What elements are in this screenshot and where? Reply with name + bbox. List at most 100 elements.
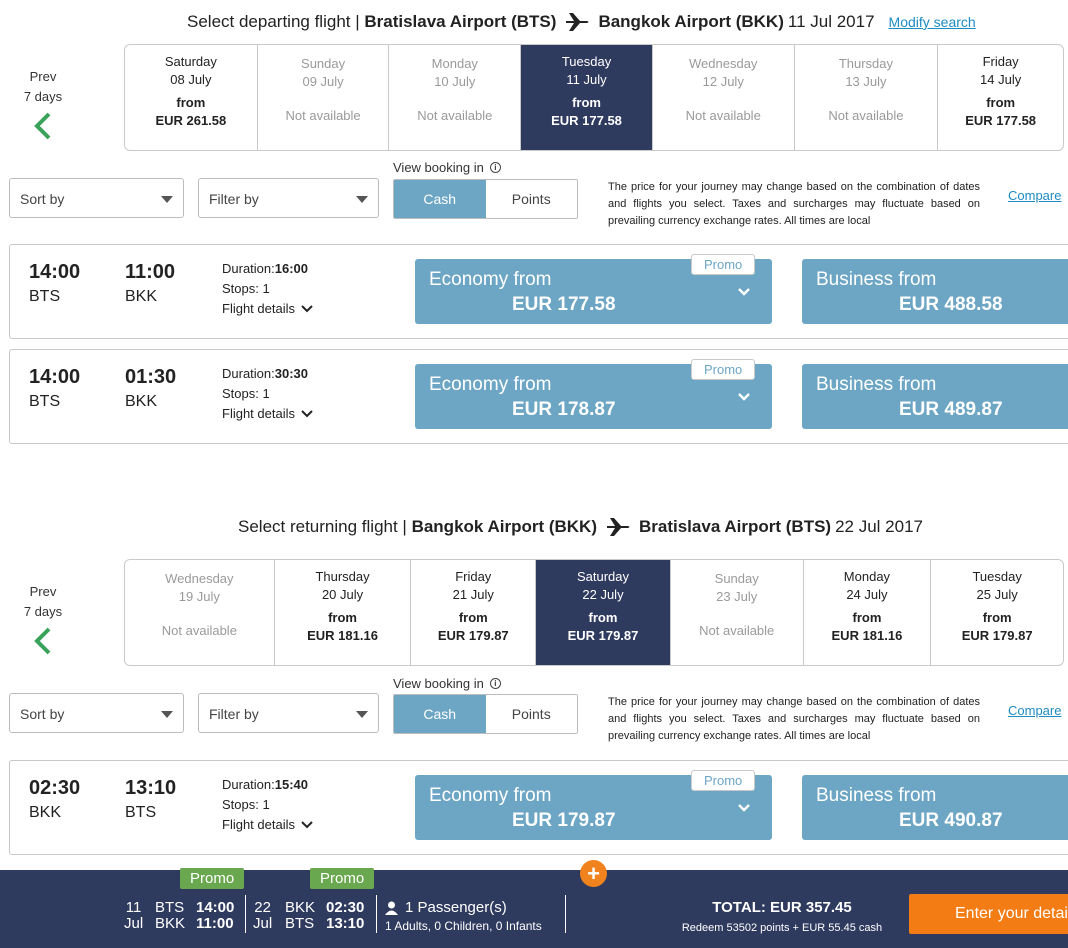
sort-by-select[interactable]: Sort by <box>9 693 184 733</box>
filter-by-select[interactable]: Filter by <box>198 178 379 218</box>
business-fare-button[interactable]: Business from EUR 490.87 <box>802 775 1068 840</box>
filter-by-label: Filter by <box>209 706 259 722</box>
duration-value: 16:00 <box>274 261 308 276</box>
weekday: Wednesday <box>689 56 758 71</box>
date-option[interactable]: Tuesday 25 July from EUR 179.87 <box>931 560 1063 665</box>
passenger-detail: 1 Adults, 0 Children, 0 Infants <box>385 919 542 933</box>
origin-airport: Bangkok Airport (BKK) <box>411 517 597 536</box>
flight-row: 14:00 BTS 01:30 BKK Duration:30:30 Stops: 1 Fl… <box>9 349 1068 444</box>
price-note: The price for your journey may change ba… <box>608 696 980 742</box>
flight-details-toggle[interactable]: Flight details <box>222 299 313 319</box>
sort-by-label: Sort by <box>20 191 65 207</box>
flight-details-toggle[interactable]: Flight details <box>222 404 313 424</box>
filter-by-select[interactable]: Filter by <box>198 693 379 733</box>
flight-details-label: Flight details <box>222 406 295 421</box>
redeem-info: Redeem 53502 points + EUR 55.45 cash <box>681 922 883 934</box>
business-label: Business from <box>816 374 937 395</box>
outbound-to: BKK <box>155 915 186 932</box>
date: 25 July <box>976 587 1018 602</box>
divider <box>245 895 246 933</box>
economy-fare-button[interactable]: Economy from EUR 178.87 Promo <box>415 359 772 429</box>
sort-by-select[interactable]: Sort by <box>9 178 184 218</box>
enter-details-button[interactable]: Enter your details <box>909 894 1068 934</box>
cash-option[interactable]: Cash <box>394 695 486 733</box>
date-option[interactable]: Tuesday 11 July from EUR 177.58 <box>521 45 653 150</box>
arrival-time: 01:30 <box>125 366 177 388</box>
duration: Duration:16:00 <box>222 259 313 279</box>
duration-label: Duration: <box>222 366 275 381</box>
date-price: EUR 181.16 <box>831 628 903 643</box>
return-route: BKK BTS <box>285 900 315 932</box>
business-fare-button[interactable]: Business from EUR 488.58 <box>802 259 1068 324</box>
outbound-from: BTS <box>155 899 185 916</box>
prev-7-days-button[interactable]: Prev 7 days <box>8 67 78 141</box>
from-label: from <box>458 610 488 625</box>
returning-title: Select returning flight | Bangkok Airpor… <box>238 517 923 537</box>
date-option[interactable]: Monday 24 July from EUR 181.16 <box>804 560 932 665</box>
date-price: EUR 261.58 <box>155 113 227 128</box>
economy-price: EUR 177.58 <box>512 294 616 315</box>
date-option[interactable]: Saturday 22 July from EUR 179.87 <box>536 560 671 665</box>
compare-link[interactable]: Compare <box>1008 703 1062 718</box>
return-month: Jul <box>253 915 273 932</box>
date-option: Monday 10 July Not available <box>389 45 522 150</box>
destination-airport: Bratislava Airport (BTS) <box>639 517 832 536</box>
modify-search-link[interactable]: Modify search <box>888 14 976 30</box>
plus-icon[interactable]: + <box>580 860 607 887</box>
points-option[interactable]: Points <box>485 180 577 218</box>
date-option: Sunday 23 July Not available <box>671 560 804 665</box>
business-fare-button[interactable]: Business from EUR 489.87 <box>802 364 1068 429</box>
not-available-label: Not available <box>417 108 493 123</box>
weekday: Friday <box>455 569 492 584</box>
flight-details-toggle[interactable]: Flight details <box>222 815 313 835</box>
date: 09 July <box>302 74 344 89</box>
from-label: from <box>176 95 206 110</box>
booking-summary-bar: 11 Jul BTS BKK 14:00 11:00 22 Jul BKK BT… <box>0 870 1068 948</box>
flight-row: 02:30 BKK 13:10 BTS Duration:15:40 Stops: 1 Fl… <box>9 760 1068 855</box>
arrival-code: BKK <box>125 393 158 410</box>
date-option: Wednesday 19 July Not available <box>125 560 275 665</box>
stops: Stops: 1 <box>222 797 270 812</box>
date-option[interactable]: Saturday 08 July from EUR 261.58 <box>125 45 258 150</box>
info-icon[interactable]: i <box>489 678 501 689</box>
weekday: Wednesday <box>165 571 234 586</box>
points-option[interactable]: Points <box>485 695 577 733</box>
flight-row: 14:00 BTS 11:00 BKK Duration:16:00 Stops: 1 Fl… <box>9 244 1068 339</box>
compare-link[interactable]: Compare <box>1008 188 1062 203</box>
departure-code: BTS <box>29 288 61 305</box>
total-price: TOTAL: EUR 357.45 <box>712 899 852 916</box>
arrival-block: 11:00 BKK <box>125 261 175 306</box>
date-option[interactable]: Friday 14 July from EUR 177.58 <box>938 45 1063 150</box>
flight-info: Duration:30:30 Stops: 1 Flight details <box>222 364 313 424</box>
weekday: Saturday <box>576 569 629 584</box>
chevron-down-icon <box>301 305 313 313</box>
weekday: Thursday <box>838 56 894 71</box>
departure-code: BTS <box>29 393 61 410</box>
return-arr-time: 13:10 <box>326 915 365 932</box>
date-option[interactable]: Thursday 20 July from EUR 181.16 <box>275 560 412 665</box>
date-option[interactable]: Friday 21 July from EUR 179.87 <box>411 560 537 665</box>
economy-price: EUR 178.87 <box>512 399 616 420</box>
date: 24 July <box>846 587 888 602</box>
prev-label: Prev <box>29 69 57 84</box>
arrival-block: 01:30 BKK <box>125 366 176 411</box>
promo-badge: Promo <box>691 359 756 380</box>
date-option: Wednesday 12 July Not available <box>653 45 795 150</box>
outbound-dep-time: 14:00 <box>196 899 235 916</box>
economy-fare-button[interactable]: Economy from EUR 177.58 Promo <box>415 254 772 324</box>
economy-fare-button[interactable]: Economy from EUR 179.87 Promo <box>415 770 772 840</box>
arrival-time: 13:10 <box>125 777 177 799</box>
departure-time: 14:00 <box>29 261 81 283</box>
return-from: BKK <box>285 899 316 916</box>
info-icon[interactable]: i <box>489 162 501 173</box>
date-price: EUR 179.87 <box>961 628 1033 643</box>
view-booking-label: View booking in i <box>393 676 501 691</box>
chevron-left-icon <box>34 627 51 655</box>
date: 22 July <box>582 587 624 602</box>
date: 12 July <box>702 74 744 89</box>
prev-7-days-button[interactable]: Prev 7 days <box>8 582 78 656</box>
outbound-promo-badge: Promo <box>180 868 245 889</box>
weekday: Friday <box>982 54 1019 69</box>
cash-option[interactable]: Cash <box>394 180 486 218</box>
cash-points-toggle: Cash Points <box>393 179 578 219</box>
